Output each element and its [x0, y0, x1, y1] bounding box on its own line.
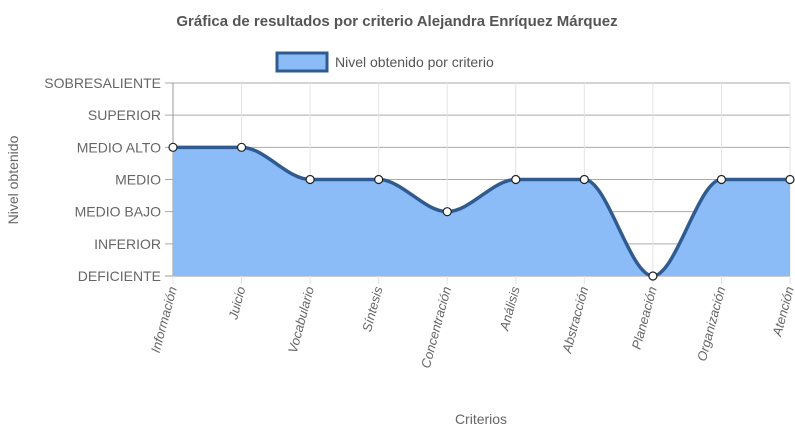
- x-axis-title: Criterios: [455, 411, 507, 427]
- x-tick-label: Atención: [769, 285, 795, 339]
- data-points: [168, 142, 795, 281]
- y-tick-label: SOBRESALIENTE: [44, 75, 161, 91]
- x-tick-label: Síntesis: [359, 284, 386, 333]
- data-point[interactable]: [374, 174, 384, 185]
- series-line: [173, 145, 790, 278]
- data-point[interactable]: [305, 174, 315, 185]
- x-tick-label: Juicio: [225, 285, 248, 322]
- data-point[interactable]: [579, 174, 589, 185]
- y-tick-labels: DEFICIENTE INFERIOR MEDIO BAJO MEDIO MEDIO A…: [44, 75, 161, 284]
- legend[interactable]: Nivel obtenido por criterio: [275, 51, 494, 73]
- data-point[interactable]: [168, 142, 178, 152]
- y-axis-title: Nivel obtenido: [5, 135, 21, 224]
- data-point[interactable]: [716, 174, 727, 185]
- x-tick-label: Abstracción: [559, 285, 591, 355]
- data-point[interactable]: [236, 142, 247, 152]
- series-area-fill: [173, 147, 790, 276]
- chart-title: Gráfica de resultados por criterio Aleja…: [176, 13, 617, 30]
- x-tick-label: Organización: [694, 285, 728, 363]
- legend-swatch[interactable]: [275, 51, 329, 73]
- y-tick-label: MEDIO BAJO: [75, 204, 161, 220]
- y-tick-label: MEDIO ALTO: [77, 139, 161, 155]
- series-area: [173, 145, 790, 278]
- y-tick-label: MEDIO: [115, 172, 161, 188]
- data-point[interactable]: [511, 174, 521, 185]
- legend-label[interactable]: Nivel obtenido por criterio: [335, 54, 494, 70]
- data-point[interactable]: [785, 174, 795, 185]
- data-point[interactable]: [648, 271, 658, 281]
- x-tick-label: Vocabulario: [285, 285, 317, 355]
- data-point[interactable]: [442, 207, 452, 217]
- y-tick-label: INFERIOR: [94, 236, 161, 252]
- x-tick-label: Información: [148, 285, 180, 354]
- x-tick-label: Análisis: [496, 284, 522, 333]
- x-tick-label: Planeación: [629, 285, 660, 351]
- y-tick-label: SUPERIOR: [88, 107, 161, 123]
- x-tick-labels: Información Juicio Vocabulario Síntesis Conc…: [148, 284, 795, 369]
- x-tick-label: Concentración: [418, 285, 454, 370]
- y-tick-label: DEFICIENTE: [78, 268, 161, 284]
